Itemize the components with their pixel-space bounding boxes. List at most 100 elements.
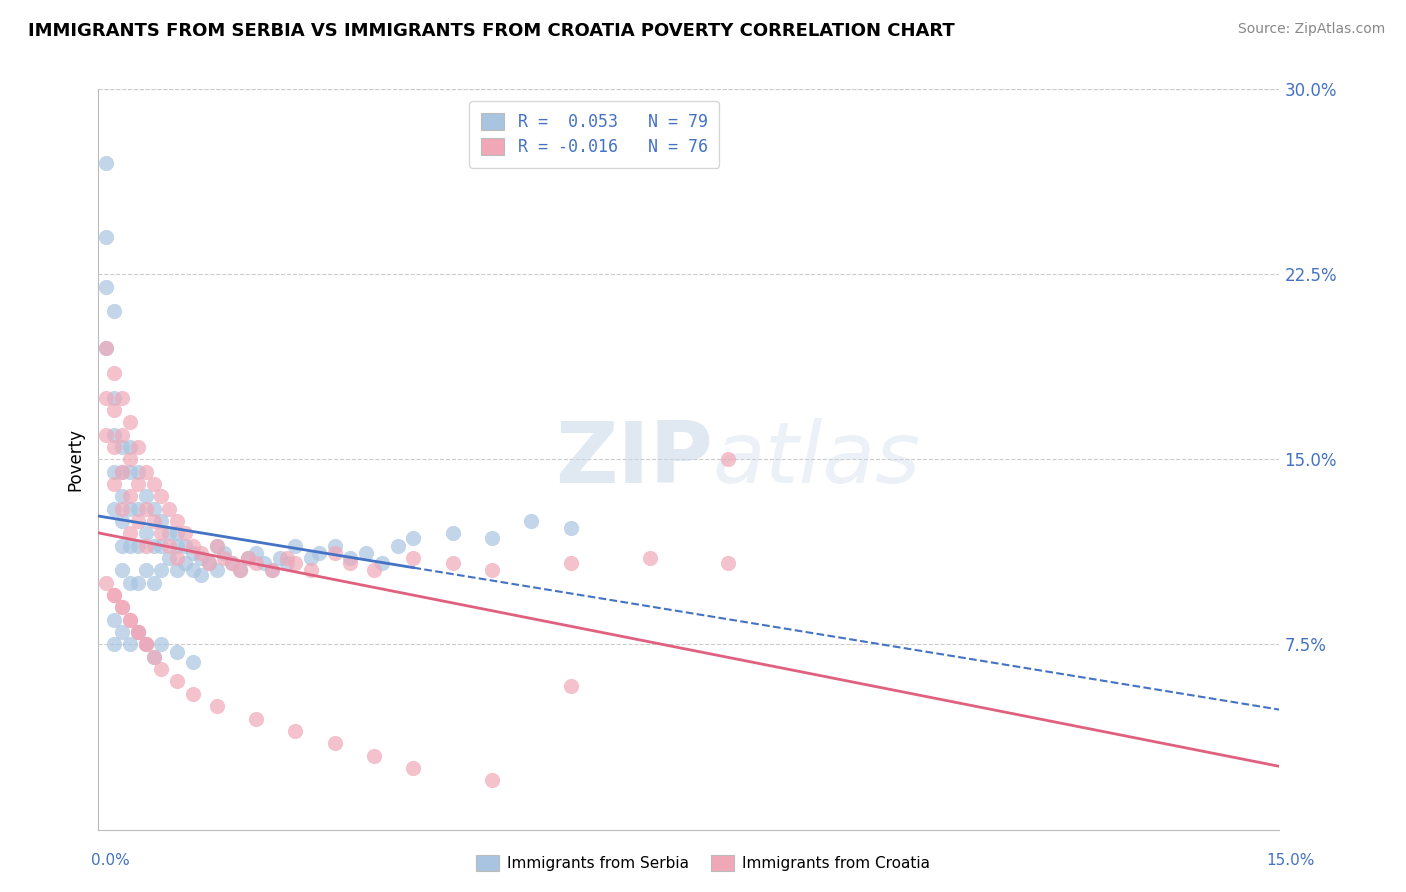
Point [111,539,134,553]
Point [103,588,125,602]
Point [560,680,582,694]
Point [96,341,118,355]
Point [269,551,291,566]
Point [118,613,141,627]
Point [135,526,157,541]
Point [111,564,134,578]
Point [103,304,125,318]
Legend: Immigrants from Serbia, Immigrants from Croatia: Immigrants from Serbia, Immigrants from … [470,849,936,877]
Point [284,539,307,553]
Point [205,539,228,553]
Point [245,556,267,570]
Point [166,539,188,553]
Point [323,539,346,553]
Point [260,564,283,578]
Point [111,625,134,640]
Point [221,556,243,570]
Point [135,564,157,578]
Point [166,645,188,659]
Point [111,391,134,405]
Point [157,526,180,541]
Point [142,501,165,516]
Point [111,489,134,503]
Point [142,539,165,553]
Point [150,637,173,651]
Point [245,712,267,726]
Point [157,501,180,516]
Point [96,230,118,244]
Y-axis label: Poverty: Poverty [66,428,84,491]
Point [245,546,267,560]
Point [236,551,259,566]
Point [135,539,157,553]
Point [284,556,307,570]
Point [127,575,149,590]
Text: 0.0%: 0.0% [91,854,131,868]
Point [111,501,134,516]
Point [190,546,212,560]
Point [166,526,188,541]
Point [339,551,361,566]
Point [174,526,197,541]
Point [157,551,180,566]
Point [111,465,134,479]
Point [103,366,125,380]
Point [111,514,134,528]
Point [197,556,219,570]
Point [441,526,464,541]
Point [150,514,173,528]
Point [284,723,307,738]
Point [103,588,125,602]
Point [111,600,134,615]
Point [166,674,188,689]
Point [118,613,141,627]
Point [387,539,409,553]
Point [157,539,180,553]
Point [402,532,425,546]
Point [135,465,157,479]
Point [363,748,385,763]
Point [103,403,125,417]
Point [111,600,134,615]
Point [118,440,141,454]
Point [205,539,228,553]
Point [205,699,228,714]
Point [103,637,125,651]
Point [402,761,425,775]
Point [118,526,141,541]
Point [96,427,118,442]
Point [127,477,149,491]
Point [142,477,165,491]
Text: 15.0%: 15.0% [1267,854,1315,868]
Point [363,564,385,578]
Point [135,637,157,651]
Point [276,556,298,570]
Point [127,539,149,553]
Point [229,564,252,578]
Point [127,625,149,640]
Point [118,575,141,590]
Point [214,546,236,560]
Point [520,514,543,528]
Point [166,551,188,566]
Point [103,391,125,405]
Point [111,465,134,479]
Text: atlas: atlas [713,417,921,501]
Point [118,489,141,503]
Point [118,539,141,553]
Point [717,452,740,467]
Point [323,736,346,750]
Point [135,489,157,503]
Point [236,551,259,566]
Legend: R =  0.053   N = 79, R = -0.016   N = 76: R = 0.053 N = 79, R = -0.016 N = 76 [470,101,720,168]
Point [181,687,204,701]
Point [181,546,204,560]
Point [181,564,204,578]
Point [111,427,134,442]
Point [354,546,377,560]
Point [181,655,204,669]
Point [339,556,361,570]
Point [118,452,141,467]
Point [174,556,197,570]
Point [174,539,197,553]
